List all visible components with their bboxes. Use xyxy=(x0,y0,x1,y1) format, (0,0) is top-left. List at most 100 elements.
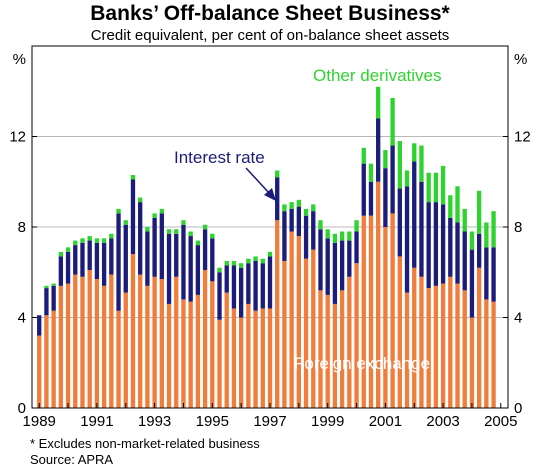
bar-foreign-exchange-42 xyxy=(339,290,345,408)
bar-foreign-exchange-44 xyxy=(354,263,359,408)
y-tick-label-right-4: 4 xyxy=(514,310,522,327)
bar-interest-rate-54 xyxy=(426,202,431,289)
bar-interest-rate-18 xyxy=(166,233,172,304)
bar-foreign-exchange-22 xyxy=(195,294,201,408)
bar-other-derivatives-25 xyxy=(217,267,222,273)
bar-interest-rate-25 xyxy=(217,272,222,320)
bar-interest-rate-28 xyxy=(238,267,244,318)
bar-foreign-exchange-61 xyxy=(476,267,482,408)
bar-foreign-exchange-23 xyxy=(202,269,208,408)
bar-other-derivatives-12 xyxy=(123,220,128,225)
bar-other-derivatives-27 xyxy=(231,260,237,266)
bar-other-derivatives-52 xyxy=(412,143,417,162)
bar-foreign-exchange-26 xyxy=(224,292,229,408)
bar-foreign-exchange-56 xyxy=(440,283,446,408)
bar-other-derivatives-53 xyxy=(419,145,424,182)
bar-interest-rate-34 xyxy=(282,211,287,261)
bar-interest-rate-16 xyxy=(152,217,157,277)
bar-interest-rate-13 xyxy=(130,179,136,255)
bar-foreign-exchange-34 xyxy=(282,260,287,408)
bar-interest-rate-17 xyxy=(159,213,164,280)
bar-interest-rate-7 xyxy=(87,240,92,270)
y-tick-label-left-0: 0 xyxy=(18,400,26,417)
bar-foreign-exchange-20 xyxy=(181,299,186,408)
bar-foreign-exchange-7 xyxy=(87,269,92,408)
bar-other-derivatives-32 xyxy=(267,251,273,257)
bar-other-derivatives-56 xyxy=(440,165,446,205)
bar-foreign-exchange-47 xyxy=(376,181,381,408)
bar-other-derivatives-11 xyxy=(116,208,121,214)
bar-other-derivatives-15 xyxy=(145,227,150,232)
y-unit-right: % xyxy=(514,51,527,68)
bar-other-derivatives-50 xyxy=(397,141,402,189)
bar-interest-rate-15 xyxy=(145,231,150,286)
bar-interest-rate-42 xyxy=(339,240,345,291)
bar-interest-rate-53 xyxy=(419,181,424,277)
bar-other-derivatives-33 xyxy=(275,170,280,178)
footnote: * Excludes non-market-related business xyxy=(30,436,260,451)
bar-other-derivatives-55 xyxy=(433,172,439,203)
bar-interest-rate-44 xyxy=(354,231,359,264)
bar-other-derivatives-34 xyxy=(282,204,287,212)
y-tick-label-right-0: 0 xyxy=(514,400,522,417)
bar-other-derivatives-30 xyxy=(253,256,258,261)
bar-other-derivatives-47 xyxy=(376,86,381,119)
bar-other-derivatives-41 xyxy=(332,233,338,243)
bar-foreign-exchange-40 xyxy=(325,294,330,408)
bar-other-derivatives-48 xyxy=(383,150,388,169)
bar-foreign-exchange-35 xyxy=(289,231,294,408)
x-tick-label-1993: 1993 xyxy=(138,413,171,430)
bar-interest-rate-32 xyxy=(267,256,273,309)
bar-other-derivatives-38 xyxy=(311,204,316,212)
bar-interest-rate-57 xyxy=(448,217,453,277)
bar-foreign-exchange-63 xyxy=(491,301,496,408)
bar-foreign-exchange-45 xyxy=(361,215,366,408)
bar-interest-rate-5 xyxy=(73,245,78,275)
bar-foreign-exchange-16 xyxy=(152,276,157,408)
annotation-interest-rate: Interest rate xyxy=(174,148,265,167)
annotation-other-derivatives: Other derivatives xyxy=(313,66,442,85)
bar-other-derivatives-51 xyxy=(404,170,410,187)
bar-foreign-exchange-48 xyxy=(383,227,388,408)
bar-interest-rate-12 xyxy=(123,224,128,293)
bar-foreign-exchange-32 xyxy=(267,308,273,408)
bar-other-derivatives-10 xyxy=(109,233,114,239)
bar-foreign-exchange-57 xyxy=(448,276,453,408)
bar-other-derivatives-59 xyxy=(462,208,467,232)
bar-foreign-exchange-10 xyxy=(109,274,114,408)
bar-foreign-exchange-13 xyxy=(130,254,136,408)
bar-interest-rate-26 xyxy=(224,265,229,293)
bar-foreign-exchange-25 xyxy=(217,319,222,408)
bar-other-derivatives-36 xyxy=(296,199,302,207)
bar-other-derivatives-39 xyxy=(318,220,323,230)
bar-interest-rate-36 xyxy=(296,206,302,237)
bar-foreign-exchange-30 xyxy=(253,310,258,408)
y-tick-label-right-12: 12 xyxy=(514,129,531,146)
annotations: Other derivatives Interest rate Foreign … xyxy=(174,66,442,373)
bar-foreign-exchange-9 xyxy=(101,285,107,408)
bar-other-derivatives-43 xyxy=(347,231,352,241)
bar-other-derivatives-3 xyxy=(58,251,64,257)
bar-other-derivatives-31 xyxy=(260,258,265,264)
bar-other-derivatives-5 xyxy=(73,240,78,246)
bar-foreign-exchange-31 xyxy=(260,308,265,408)
bar-interest-rate-61 xyxy=(476,233,482,268)
x-tick-label-1991: 1991 xyxy=(80,413,113,430)
bar-other-derivatives-35 xyxy=(289,202,294,209)
bar-other-derivatives-17 xyxy=(159,208,164,214)
bar-other-derivatives-44 xyxy=(354,220,359,232)
bar-interest-rate-45 xyxy=(361,163,366,216)
bar-other-derivatives-18 xyxy=(166,229,172,234)
bar-other-derivatives-14 xyxy=(138,197,143,203)
x-tick-label-2001: 2001 xyxy=(369,413,402,430)
bar-interest-rate-8 xyxy=(94,242,100,280)
bar-foreign-exchange-12 xyxy=(123,292,128,408)
bar-foreign-exchange-5 xyxy=(73,274,78,408)
bar-other-derivatives-9 xyxy=(101,238,107,243)
bar-interest-rate-30 xyxy=(253,260,258,311)
annotation-arrow xyxy=(245,167,271,195)
bar-other-derivatives-7 xyxy=(87,236,92,241)
bar-other-derivatives-60 xyxy=(469,231,475,250)
bar-interest-rate-11 xyxy=(116,213,121,311)
bar-foreign-exchange-52 xyxy=(412,267,417,408)
